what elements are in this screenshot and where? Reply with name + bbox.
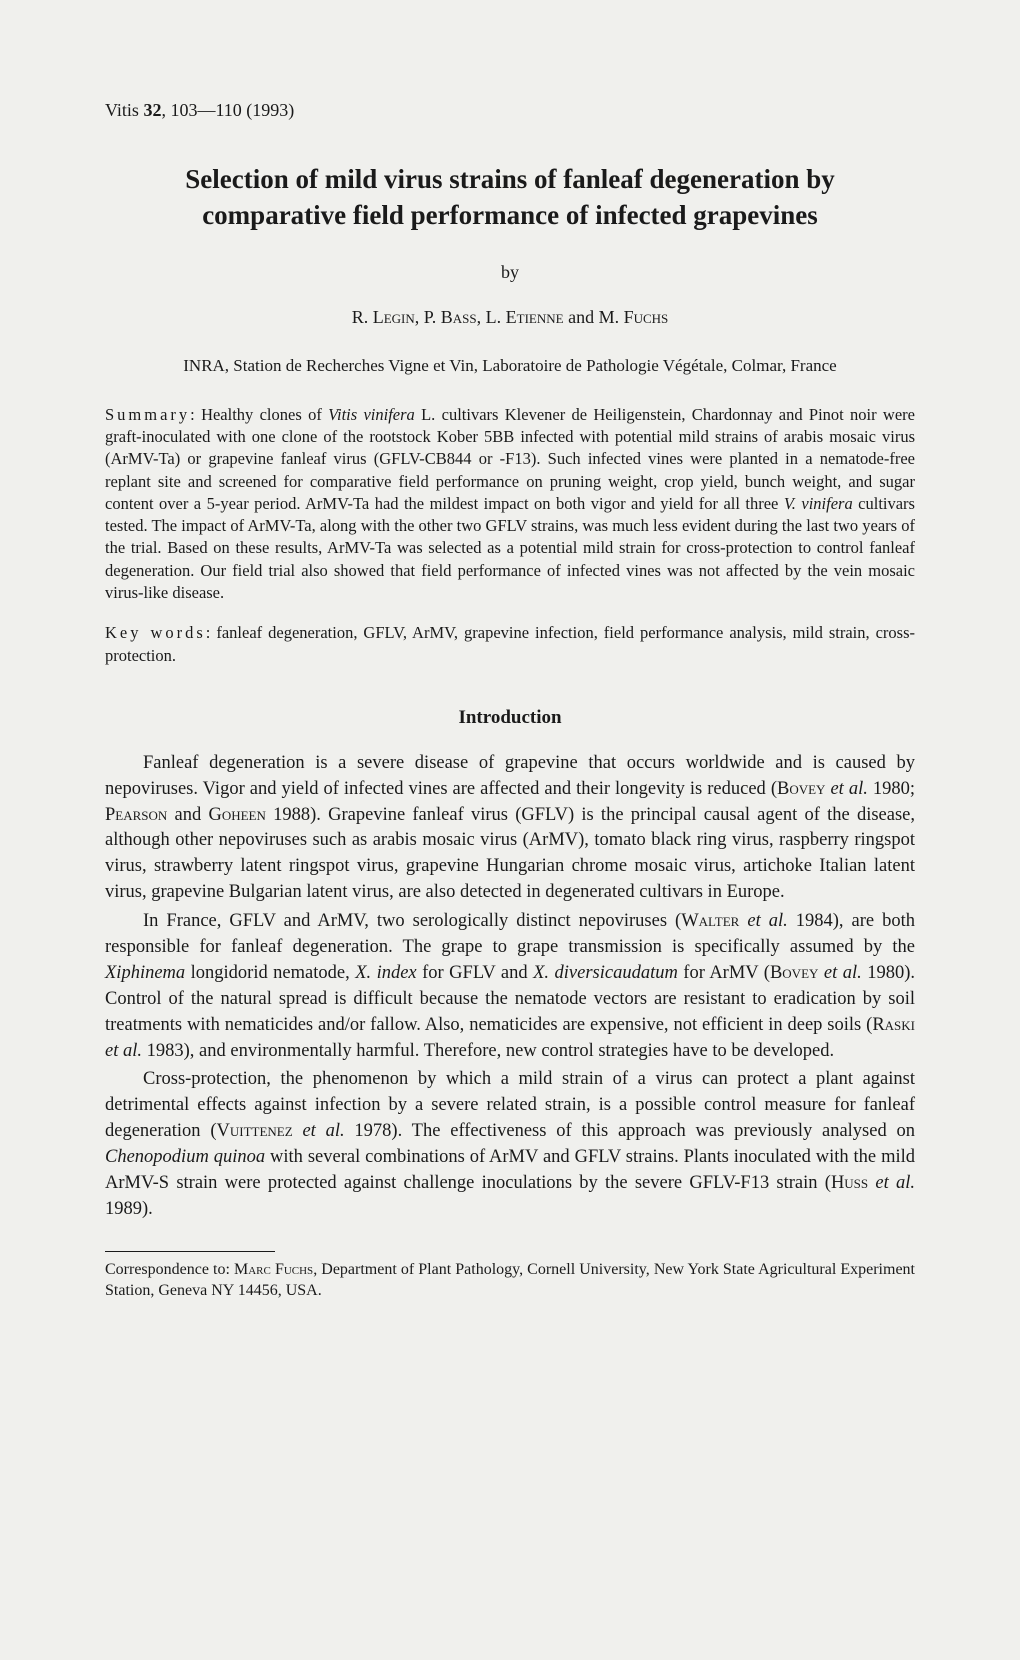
journal-name: Vitis (105, 100, 139, 120)
journal-pages: 103—110 (170, 100, 241, 120)
intro-paragraph-3: Cross-protection, the phenomenon by whic… (105, 1067, 915, 1222)
summary-label: Summary (105, 405, 190, 424)
footnote-rule (105, 1251, 275, 1252)
journal-volume: 32 (143, 100, 161, 120)
affiliation: INRA, Station de Recherches Vigne et Vin… (105, 356, 915, 376)
keywords-label: Key words (105, 623, 206, 642)
keywords-text: : fanleaf degeneration, GFLV, ArMV, grap… (105, 623, 915, 664)
journal-year: (1993) (246, 100, 294, 120)
keywords-paragraph: Key words: fanleaf degeneration, GFLV, A… (105, 622, 915, 667)
summary-text: : Healthy clones of Vitis vinifera L. cu… (105, 405, 915, 602)
intro-paragraph-1: Fanleaf degeneration is a severe disease… (105, 751, 915, 906)
byline: by (105, 262, 915, 283)
intro-paragraph-2: In France, GFLV and ArMV, two serologica… (105, 909, 915, 1064)
summary-paragraph: Summary: Healthy clones of Vitis vinifer… (105, 404, 915, 604)
journal-reference: Vitis 32, 103—110 (1993) (105, 100, 915, 121)
authors: R. Legin, P. Bass, L. Etienne and M. Fuc… (105, 307, 915, 328)
section-heading-introduction: Introduction (105, 707, 915, 729)
article-title: Selection of mild virus strains of fanle… (105, 161, 915, 234)
correspondence-footnote: Correspondence to: Marc Fuchs, Departmen… (105, 1260, 915, 1302)
